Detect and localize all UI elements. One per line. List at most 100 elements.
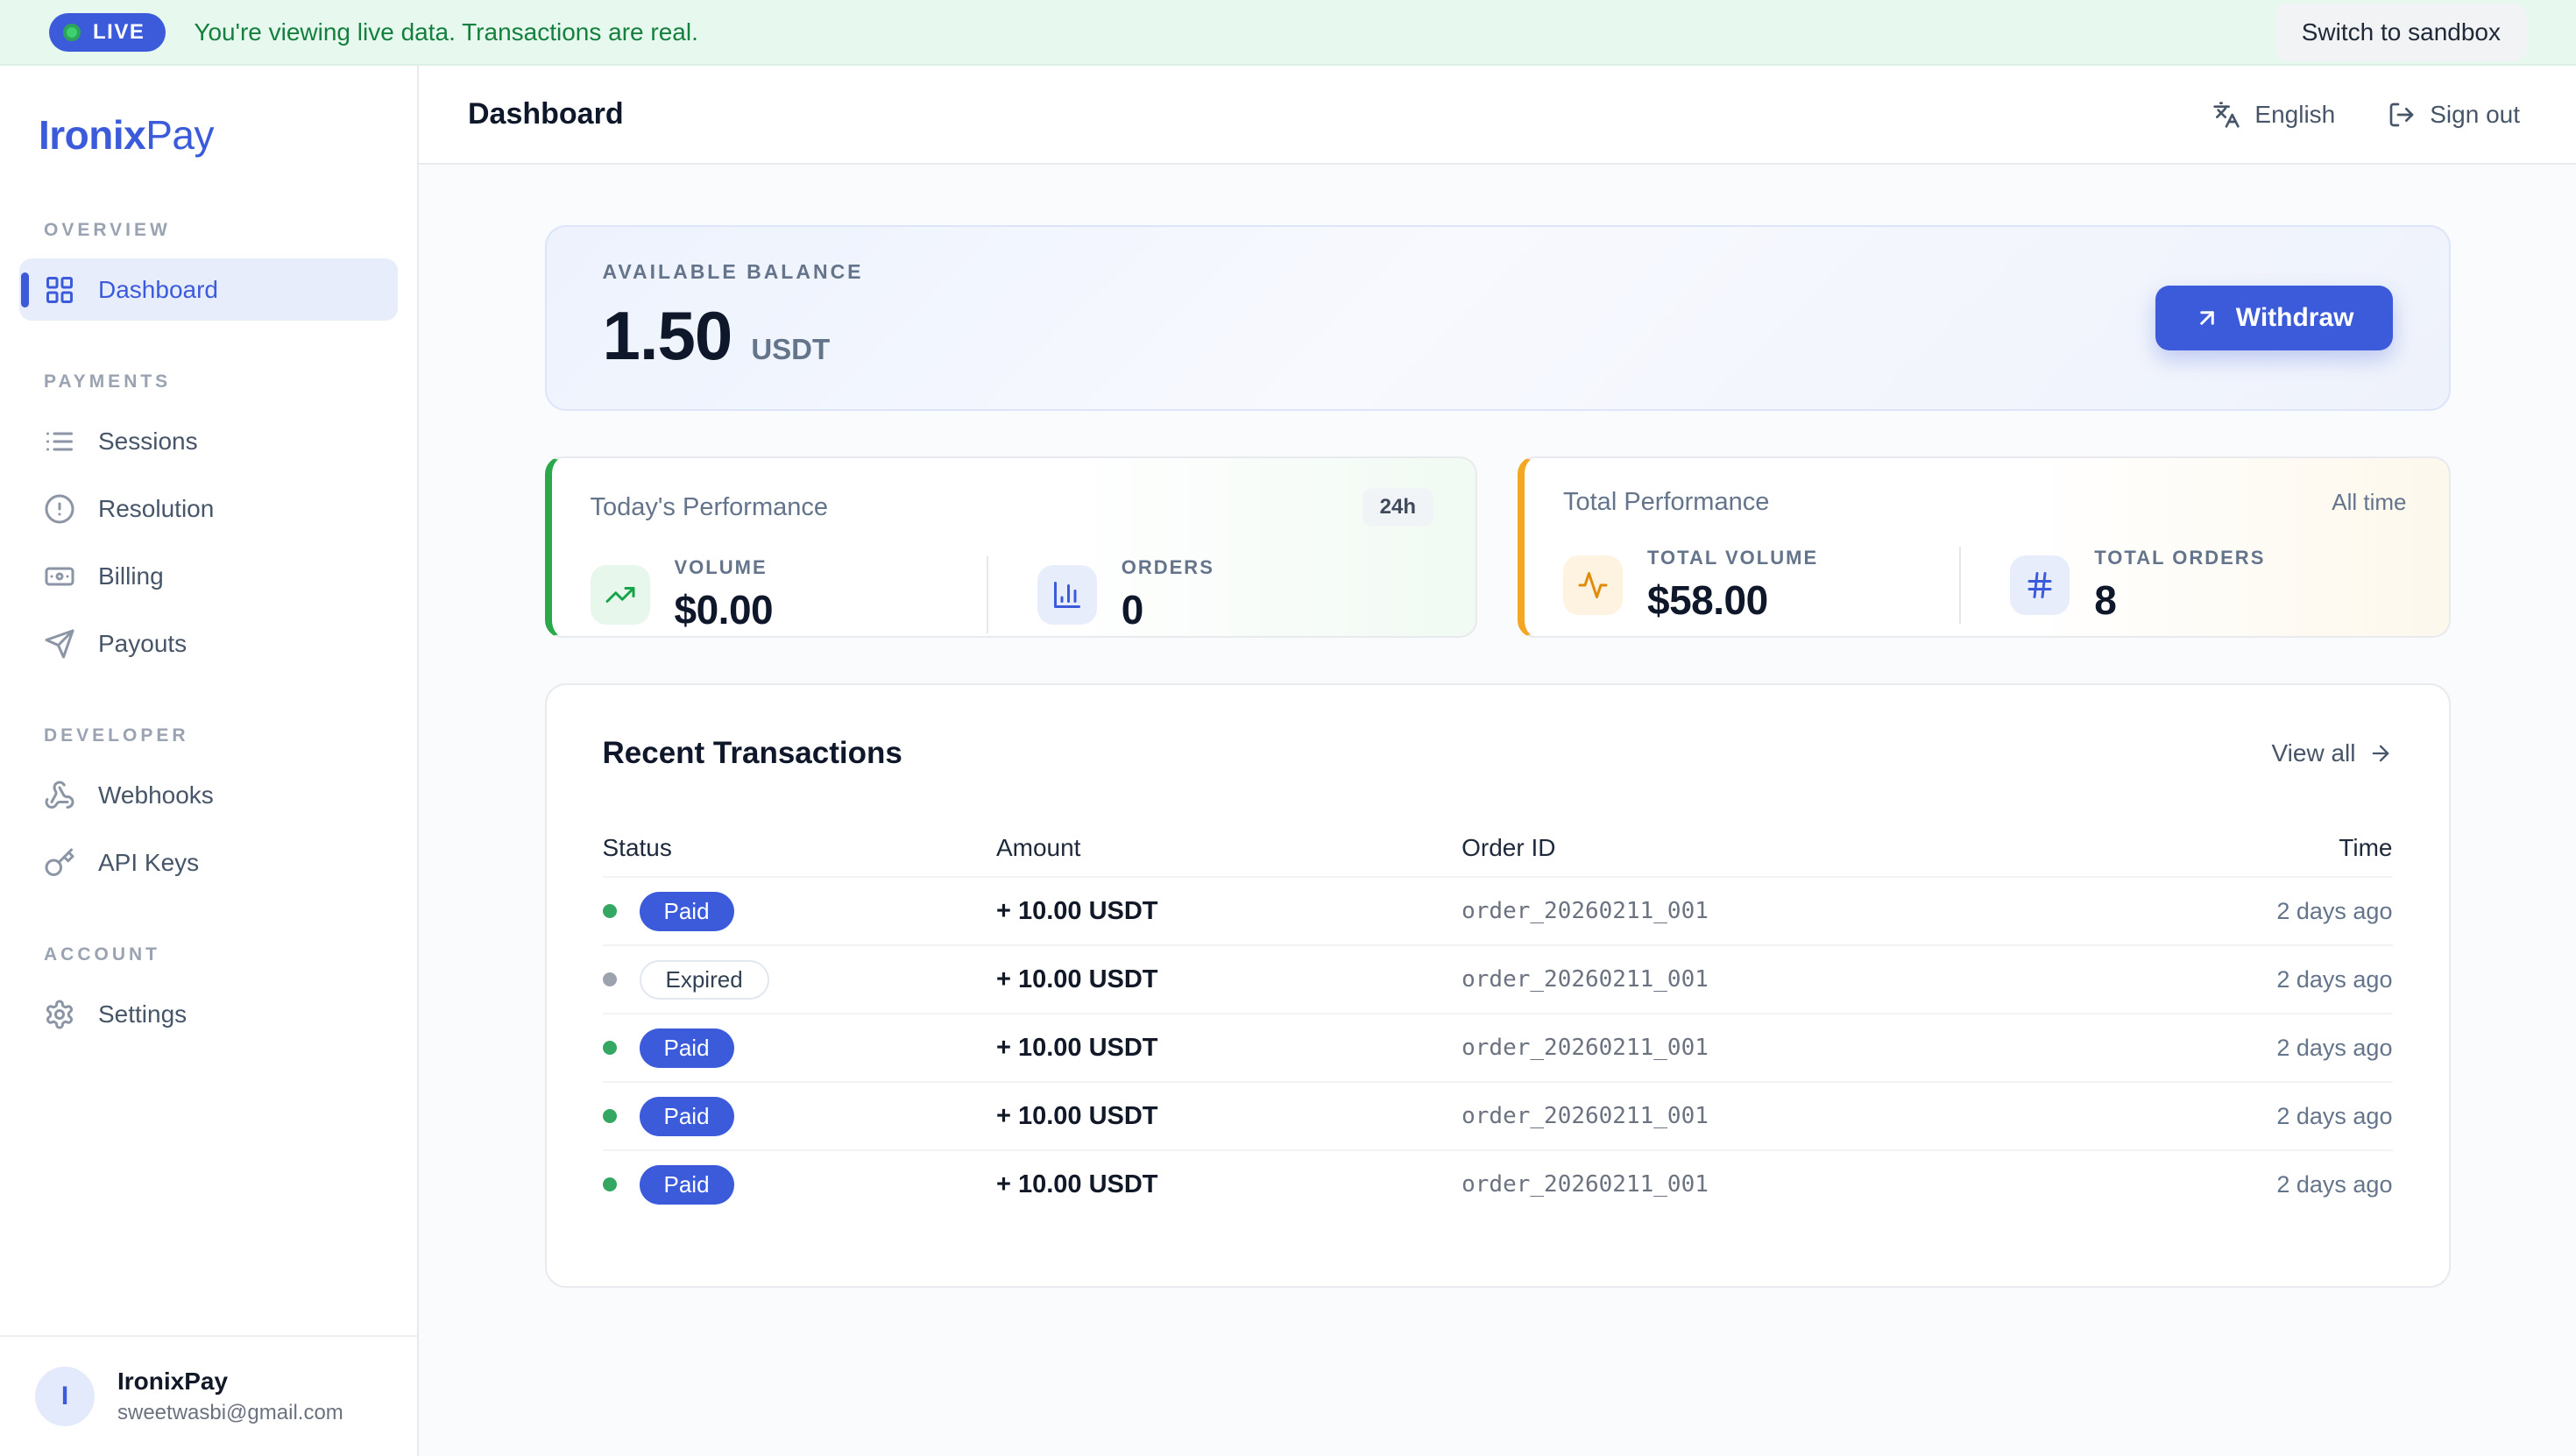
period-badge-all-time: All time [2332,489,2407,515]
todays-performance-title: Today's Performance [590,492,829,521]
sidebar-item-label: Payouts [98,629,188,657]
language-label: English [2254,100,2336,128]
live-badge: LIVE [49,12,166,52]
sidebar-item-webhooks[interactable]: Webhooks [19,764,398,826]
total-performance-card: Total Performance All time TOTAL VOLUME … [1518,456,2451,638]
hash-icon [2010,555,2070,615]
amount-cell: + 10.00 USDT [995,896,1158,925]
volume-stat: VOLUME $0.00 [590,556,987,633]
sign-out-label: Sign out [2430,100,2520,128]
sidebar-user-card: I IronixPay sweetwasbi@gmail.com [0,1335,417,1456]
arrow-up-right-icon [2194,305,2220,331]
webhook-icon [44,780,75,811]
languages-icon [2212,101,2240,129]
nav-section-account: ACCOUNT [44,944,160,965]
sidebar-item-resolution[interactable]: Resolution [19,477,398,540]
status-dot-icon [602,1041,617,1055]
amount-cell: + 10.00 USDT [995,1101,1158,1130]
order-id-cell: order_20260211_001 [1461,1171,1709,1198]
sidebar-item-billing[interactable]: Billing [19,545,398,607]
total-volume-value: $58.00 [1647,577,1768,623]
sidebar-item-label: Billing [98,562,164,590]
column-header-order-id: Order ID [1461,834,1556,861]
sign-out-button[interactable]: Sign out [2388,101,2520,129]
total-orders-label: TOTAL ORDERS [2094,547,2266,569]
user-email: sweetwasbi@gmail.com [117,1401,343,1424]
order-id-cell: order_20260211_001 [1461,966,1709,993]
user-name: IronixPay [117,1368,229,1395]
recent-transactions-card: Recent Transactions View all Status Amou… [544,683,2451,1288]
brand-light-part: Pay [145,112,215,158]
sidebar-item-label: Sessions [98,427,198,455]
todays-performance-card: Today's Performance 24h VOLUME $0.00 [544,456,1477,638]
switch-to-sandbox-button[interactable]: Switch to sandbox [2275,3,2527,61]
transactions-table: Status Amount Order ID Time Paid + 10.00… [602,820,2393,1218]
total-volume-stat: TOTAL VOLUME $58.00 [1563,547,1959,624]
table-row: Paid + 10.00 USDT order_20260211_001 2 d… [602,1081,2393,1149]
sidebar-item-label: API Keys [98,848,200,876]
status-badge: Paid [639,1096,734,1136]
page-title: Dashboard [468,97,624,131]
status-dot-icon [602,1109,617,1123]
time-cell: 2 days ago [2276,1034,2393,1061]
column-header-amount: Amount [995,834,1081,861]
amount-cell: + 10.00 USDT [995,1170,1158,1198]
trending-up-icon [590,565,650,625]
log-out-icon [2388,101,2416,129]
table-row: Paid + 10.00 USDT order_20260211_001 2 d… [602,876,2393,944]
balance-currency: USDT [751,333,831,365]
order-id-cell: order_20260211_001 [1461,898,1709,924]
balance-amount: 1.50 [602,297,733,374]
total-orders-value: 8 [2094,577,2117,623]
avatar: I [35,1367,95,1426]
time-cell: 2 days ago [2276,1102,2393,1129]
total-orders-stat: TOTAL ORDERS 8 [1959,547,2406,624]
total-performance-title: Total Performance [1563,488,1770,516]
language-selector[interactable]: English [2212,101,2335,129]
view-all-button[interactable]: View all [2272,739,2393,767]
sidebar-item-label: Dashboard [98,275,218,303]
top-header: Dashboard English Sign out [419,66,2576,165]
nav-section-payments: PAYMENTS [44,371,172,392]
sidebar: IronixPay OVERVIEW Dashboard PAYMENTS Se… [0,66,419,1456]
available-balance-card: AVAILABLE BALANCE 1.50 USDT Withdraw [544,225,2451,411]
view-all-label: View all [2271,739,2356,767]
total-volume-label: TOTAL VOLUME [1647,547,1819,569]
live-banner-message: You're viewing live data. Transactions a… [194,18,698,46]
bar-chart-icon [1037,565,1097,625]
status-badge: Paid [639,891,734,931]
sidebar-item-payouts[interactable]: Payouts [19,612,398,675]
column-header-status: Status [602,834,672,861]
time-cell: 2 days ago [2276,897,2393,924]
status-dot-icon [602,972,617,986]
time-cell: 2 days ago [2276,1170,2393,1198]
activity-icon [1563,555,1623,615]
withdraw-label: Withdraw [2235,303,2354,332]
alert-circle-icon [44,493,75,525]
live-badge-label: LIVE [93,19,145,44]
time-cell: 2 days ago [2276,965,2393,993]
withdraw-button[interactable]: Withdraw [2155,286,2393,350]
status-badge: Paid [639,1028,734,1068]
volume-value: $0.00 [674,587,774,633]
table-row: Paid + 10.00 USDT order_20260211_001 2 d… [602,1013,2393,1081]
status-badge: Paid [639,1164,734,1205]
table-header-row: Status Amount Order ID Time [603,820,2393,876]
sidebar-item-dashboard[interactable]: Dashboard [19,258,398,321]
arrow-right-icon [2368,741,2393,766]
order-id-cell: order_20260211_001 [1461,1035,1709,1061]
sidebar-item-api-keys[interactable]: API Keys [19,831,398,894]
volume-label: VOLUME [674,556,768,578]
nav-section-developer: DEVELOPER [44,725,189,746]
sidebar-item-settings[interactable]: Settings [19,983,398,1045]
sidebar-item-sessions[interactable]: Sessions [19,410,398,472]
sidebar-item-label: Webhooks [98,781,214,809]
list-icon [44,426,75,457]
status-dot-icon [602,904,617,918]
banknote-icon [44,561,75,592]
amount-cell: + 10.00 USDT [995,1033,1158,1062]
column-header-time: Time [2339,834,2393,861]
sidebar-item-label: Settings [98,1000,188,1028]
status-dot-icon [602,1177,617,1191]
brand-logo: IronixPay [0,66,417,159]
